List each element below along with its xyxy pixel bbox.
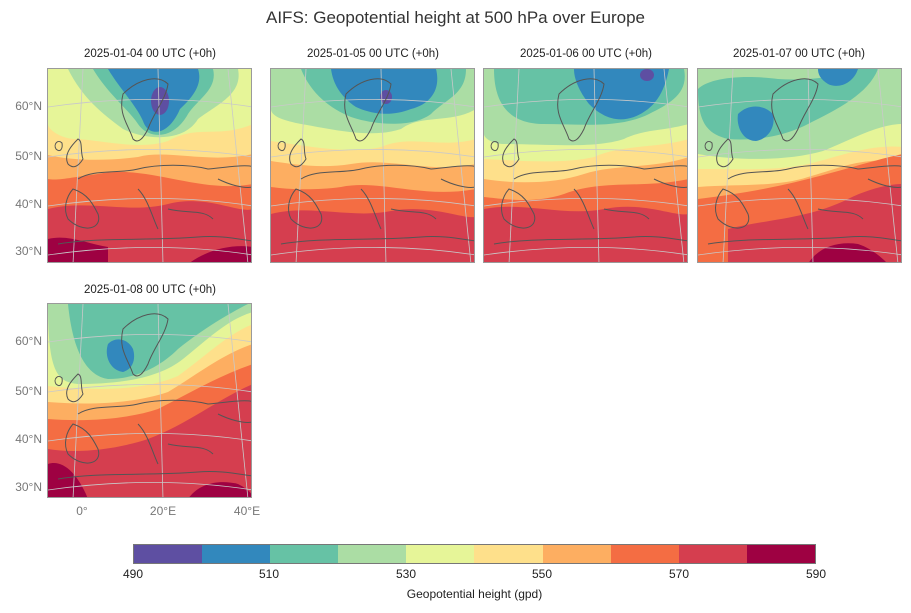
colorbar-segment <box>746 545 815 563</box>
map-panel-3 <box>483 68 688 263</box>
colorbar-label: Geopotential height (gpd) <box>406 587 543 601</box>
lat-label-30: 30°N <box>15 480 42 494</box>
figure-title: AIFS: Geopotential height at 500 hPa ove… <box>266 8 645 27</box>
colorbar <box>133 544 816 564</box>
lat-label-40: 40°N <box>15 432 42 446</box>
panel-title-1: 2025-01-04 00 UTC (+0h) <box>83 48 216 60</box>
colorbar-segment <box>474 545 543 563</box>
panel-title-3: 2025-01-06 00 UTC (+0h) <box>519 48 652 60</box>
panel-title-5: 2025-01-08 00 UTC (+0h) <box>83 284 216 296</box>
panel-title-4: 2025-01-07 00 UTC (+0h) <box>732 48 865 60</box>
colorbar-segment <box>610 545 679 563</box>
colorbar-tick-490: 490 <box>122 567 144 581</box>
colorbar-segment <box>338 545 407 563</box>
lon-label-20e: 20°E <box>149 504 177 518</box>
colorbar-segment <box>542 545 611 563</box>
colorbar-segment <box>270 545 339 563</box>
colorbar-segment <box>202 545 271 563</box>
lat-label-60: 60°N <box>15 99 42 113</box>
lat-label-60: 60°N <box>15 334 42 348</box>
colorbar-tick-510: 510 <box>258 567 280 581</box>
lat-label-50: 50°N <box>15 384 42 398</box>
panel-title-2: 2025-01-05 00 UTC (+0h) <box>306 48 439 60</box>
map-panel-1 <box>47 68 252 263</box>
lon-label-0: 0° <box>76 504 88 518</box>
colorbar-tick-530: 530 <box>395 567 417 581</box>
lat-label-50: 50°N <box>15 149 42 163</box>
map-panel-4 <box>697 68 902 263</box>
colorbar-tick-590: 590 <box>805 567 827 581</box>
colorbar-tick-550: 550 <box>531 567 553 581</box>
colorbar-segment <box>134 545 203 563</box>
colorbar-tick-570: 570 <box>668 567 690 581</box>
lon-label-40e: 40°E <box>233 504 261 518</box>
lat-label-30: 30°N <box>15 244 42 258</box>
map-panel-5 <box>47 303 252 498</box>
colorbar-segment <box>406 545 475 563</box>
colorbar-segment <box>678 545 747 563</box>
lat-label-40: 40°N <box>15 197 42 211</box>
map-panel-2 <box>270 68 475 263</box>
